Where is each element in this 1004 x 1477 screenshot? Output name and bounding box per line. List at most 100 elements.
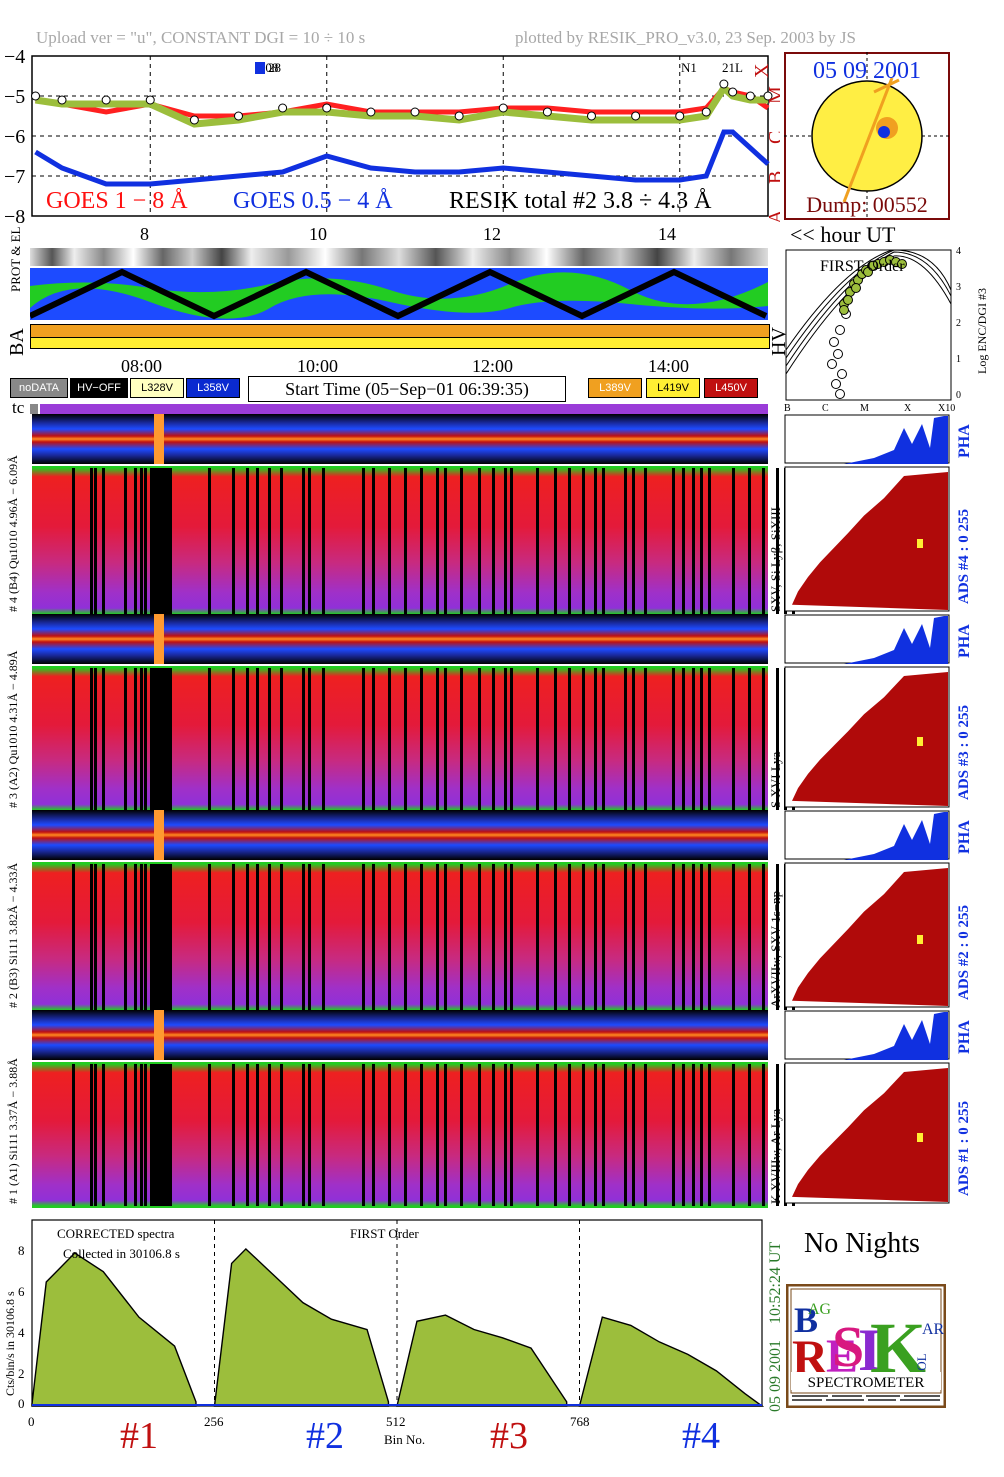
ads-label: ADS #3 : 0 255: [956, 704, 972, 800]
goes-class-label: X: [751, 63, 773, 78]
resik-point: [410, 107, 420, 117]
spec-ytick: 4: [18, 1325, 25, 1340]
goes-class-label: B: [765, 171, 780, 184]
fo-xtick: X: [904, 403, 912, 414]
legend-nodata: noDATA: [10, 378, 68, 398]
spectrogram: [32, 666, 795, 812]
spectrogram: [32, 466, 795, 616]
time-tick: 14:00: [648, 356, 690, 376]
resik-point: [322, 103, 332, 113]
resik-point: [189, 115, 199, 125]
resik-point: [145, 95, 155, 105]
sun-dump: Dump: 00552: [806, 192, 928, 217]
first-order-point: [863, 267, 873, 277]
spectrum-xlabel: Bin No.: [384, 1432, 425, 1447]
spec-ytick: 2: [18, 1366, 25, 1381]
legend-hvoff: HV−OFF: [70, 378, 128, 398]
pha-histogram: [784, 414, 950, 464]
first-order-point: [897, 259, 907, 269]
event-marker: [255, 62, 265, 74]
ads-histogram: [784, 1062, 950, 1204]
pha-strip: [32, 614, 768, 664]
fo-ytick: 2: [956, 318, 961, 329]
ads-label: ADS #4 : 0 255: [956, 508, 972, 604]
channel-right-label: S XVI Lya: [768, 751, 783, 808]
pha-strip: [32, 810, 768, 860]
spectrogram: [32, 862, 795, 1012]
first-order-point: [835, 325, 845, 335]
tc-nodata: [30, 404, 38, 414]
spectrum-chart: CORRECTED spectra FIRST Order Collected …: [3, 1219, 784, 1447]
header-left: Upload ver = "u", CONSTANT DGI = 10 ÷ 10…: [36, 28, 366, 47]
channel-right-label: ArXVIIw, SXV 1s−np: [768, 890, 783, 1008]
resik-point: [701, 107, 711, 117]
fo-ytick: 0: [956, 390, 961, 401]
first-order-point: [837, 369, 847, 379]
pha-label: PHA: [956, 424, 973, 458]
ads-label: ADS #2 : 0 255: [956, 904, 972, 1000]
time-tick: 08:00: [121, 356, 163, 376]
section-label-2: #2: [306, 1415, 344, 1457]
spec-ytick: 8: [18, 1243, 25, 1258]
goes-class-label: C: [765, 131, 780, 144]
logo-letter: B: [794, 1300, 818, 1340]
section-label-1: #1: [120, 1415, 158, 1457]
resik-point: [57, 95, 67, 105]
resik-point: [454, 111, 464, 121]
hour-tick: 8: [140, 224, 149, 244]
goes-ytick: −5: [4, 86, 25, 108]
goes-chart: −4−5−6−7−8 XMCBA N08 28 N1 21L GOES 1 − …: [4, 48, 780, 223]
goes-ytick: −6: [4, 126, 25, 148]
hour-tick: 14: [658, 224, 676, 244]
first-order-point: [827, 359, 837, 369]
pha-strip: [32, 414, 768, 464]
ads-histogram: [784, 466, 950, 612]
start-time: Start Time (05−Sep−01 06:39:35): [248, 376, 566, 402]
flare-location: [878, 126, 890, 138]
fo-ytick: 4: [956, 246, 961, 257]
sun-panel: 05 09 2001 Dump: 00552: [784, 52, 950, 220]
first-order-point: [839, 305, 849, 315]
legend-resik: RESIK total #2 3.8 ÷ 4.3 Å: [449, 188, 712, 214]
resik-point: [366, 107, 376, 117]
spectrum-collected: Collected in 30106.8 s: [63, 1246, 180, 1261]
resik-point: [542, 107, 552, 117]
spectrum-area: [31, 1252, 197, 1407]
hour-tick: 12: [483, 224, 501, 244]
spectrum-title-mid: FIRST Order: [350, 1226, 419, 1241]
pha-histogram: [784, 810, 950, 860]
fo-xtick: B: [784, 403, 791, 414]
hour-tick: 10: [309, 224, 327, 244]
pha-label: PHA: [956, 1020, 973, 1054]
resik-point: [587, 111, 597, 121]
time-tick: 12:00: [472, 356, 514, 376]
ads-histogram: [784, 862, 950, 1008]
no-nights: No Nights: [804, 1228, 920, 1259]
label-prot: PROT & EL: [8, 226, 23, 293]
legend-l419: L419V: [646, 378, 700, 398]
first-order-point: [851, 283, 861, 293]
channel-left-label: # 2 (B3) Si111 3.82Å − 4.33Å: [6, 862, 20, 1008]
channel-left-label: # 1 (A1) Si111 3.37Å − 3.88Å: [6, 1058, 20, 1204]
fo-ytick: 3: [956, 282, 961, 293]
resik-point: [745, 91, 755, 101]
first-order-point: [831, 379, 841, 389]
resik-point: [675, 111, 685, 121]
resik-point: [31, 91, 41, 101]
goes-class-label: M: [765, 86, 780, 104]
first-order-title: FIRST Order: [820, 258, 905, 275]
channel-right-label: SXV, Si Lyβ, SiXIII: [768, 507, 783, 612]
header-right: plotted by RESIK_PRO_v3.0, 23 Sep. 2003 …: [515, 28, 856, 47]
ads-histogram: [784, 666, 950, 808]
ba-strip-bottom: [30, 337, 770, 349]
legend-l389: L389V: [588, 378, 642, 398]
legend-l328: L328V: [130, 378, 184, 398]
resik-logo: B R E S I K SOL AR AG SPECTROMETER: [786, 1284, 946, 1408]
goes-ytick: −7: [4, 166, 25, 188]
logo-letter: AR: [922, 1321, 945, 1338]
logo-letter: S: [832, 1314, 864, 1379]
hour-axis: 8 10 12 14: [0, 224, 780, 246]
resik-point: [728, 87, 738, 97]
pha-label: PHA: [956, 820, 973, 854]
tc-strip: [40, 404, 768, 414]
